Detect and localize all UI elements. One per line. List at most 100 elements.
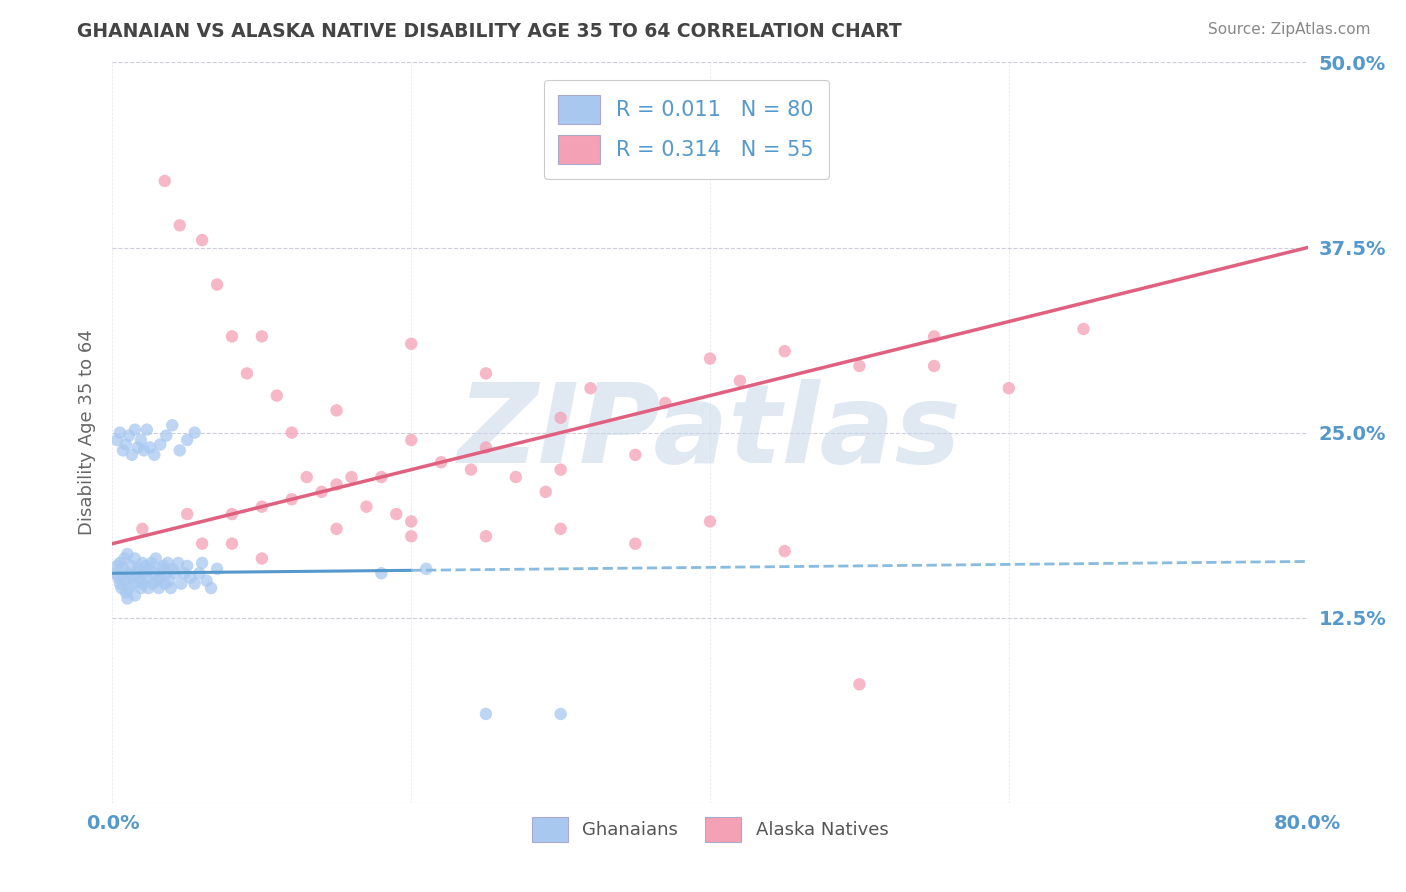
Point [200,581,222,595]
Point [108,425,131,440]
Point [117,547,139,561]
Point [107,571,129,585]
Point [121,448,143,462]
Point [149,437,172,451]
Point [205,277,228,292]
Point [124,423,146,437]
Point [108,576,131,591]
Point [550,410,572,425]
Point [149,571,172,585]
Point [385,507,408,521]
Point [150,562,173,576]
Point [624,536,647,550]
Point [111,443,134,458]
Point [475,529,498,543]
Point [120,571,142,585]
Point [131,556,153,570]
Point [118,581,141,595]
Point [848,677,870,691]
Point [699,515,721,529]
Point [195,574,218,588]
Point [281,492,304,507]
Point [340,470,363,484]
Point [132,443,155,458]
Point [142,576,165,591]
Point [430,455,453,469]
Point [221,329,243,343]
Point [295,470,318,484]
Point [157,574,180,588]
Point [579,381,602,395]
Point [117,566,139,581]
Point [153,576,176,591]
Y-axis label: Disability Age 35 to 64: Disability Age 35 to 64 [77,330,96,535]
Point [145,551,167,566]
Point [236,367,259,381]
Point [165,566,187,581]
Point [135,423,157,437]
Point [122,576,145,591]
Text: GHANAIAN VS ALASKA NATIVE DISABILITY AGE 35 TO 64 CORRELATION CHART: GHANAIAN VS ALASKA NATIVE DISABILITY AGE… [77,22,903,41]
Point [183,425,205,440]
Point [124,589,146,603]
Point [401,336,423,351]
Point [167,556,190,570]
Point [143,448,166,462]
Point [998,381,1021,395]
Point [221,507,243,521]
Point [460,462,482,476]
Point [170,576,193,591]
Point [105,433,128,447]
Point [550,522,572,536]
Point [475,441,498,455]
Point [125,566,148,581]
Point [146,574,169,588]
Point [139,441,162,455]
Point [475,367,498,381]
Point [118,428,141,442]
Point [131,576,153,591]
Point [922,359,945,373]
Legend: Ghanaians, Alaska Natives: Ghanaians, Alaska Natives [524,809,896,849]
Point [848,359,870,373]
Point [124,551,146,566]
Point [153,174,176,188]
Point [135,571,157,585]
Point [129,581,152,595]
Point [176,507,198,521]
Point [131,522,153,536]
Point [205,562,228,576]
Point [266,388,288,402]
Point [475,706,498,721]
Point [250,551,273,566]
Point [624,448,647,462]
Point [108,556,131,570]
Point [1073,322,1095,336]
Point [132,566,155,581]
Point [550,462,572,476]
Point [115,585,138,599]
Point [127,441,149,455]
Point [550,706,572,721]
Point [179,571,201,585]
Point [728,374,751,388]
Point [191,233,214,247]
Point [139,562,162,576]
Point [325,477,347,491]
Point [141,556,163,570]
Point [401,433,423,447]
Point [325,522,347,536]
Point [176,433,198,447]
Point [325,403,347,417]
Point [152,558,174,573]
Point [110,581,132,595]
Text: Source: ZipAtlas.com: Source: ZipAtlas.com [1208,22,1371,37]
Point [191,536,214,550]
Point [121,558,143,573]
Point [114,574,135,588]
Point [773,344,796,359]
Point [773,544,796,558]
Point [173,566,195,581]
Point [699,351,721,366]
Point [401,529,423,543]
